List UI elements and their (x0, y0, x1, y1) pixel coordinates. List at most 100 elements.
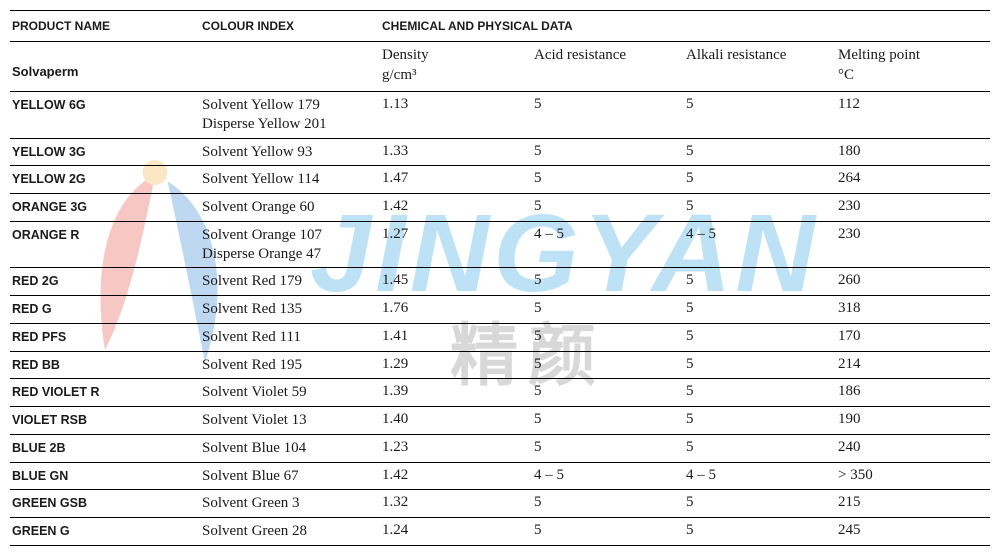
cell-density: 1.13 (380, 92, 532, 117)
cell-density: 1.40 (380, 407, 532, 432)
cell-acid: 5 (532, 407, 684, 432)
cell-colour-index: Solvent Red 111 (200, 324, 380, 351)
cell-colour-index: Solvent Violet 13 (200, 407, 380, 434)
cell-alkali: 5 (684, 92, 836, 117)
cell-colour-index: Solvent Yellow 179Disperse Yellow 201 (200, 92, 380, 138)
table-row: RED 2GSolvent Red 1791.4555260 (10, 268, 990, 296)
cell-acid: 5 (532, 268, 684, 293)
cell-density: 1.41 (380, 324, 532, 349)
cell-colour-index: Solvent Yellow 114 (200, 166, 380, 193)
col-sub-density: Density g/cm³ (380, 42, 532, 91)
cell-mp: 112 (836, 92, 988, 117)
cell-density: 1.32 (380, 490, 532, 515)
cell-alkali: 5 (684, 139, 836, 164)
cell-acid: 5 (532, 296, 684, 321)
cell-density: 1.39 (380, 379, 532, 404)
data-table: PRODUCT NAME COLOUR INDEX CHEMICAL AND P… (10, 10, 990, 546)
cell-mp: 186 (836, 379, 988, 404)
cell-mp: 190 (836, 407, 988, 432)
cell-acid: 4 – 5 (532, 222, 684, 247)
cell-density: 1.29 (380, 352, 532, 377)
cell-colour-index: Solvent Red 179 (200, 268, 380, 295)
cell-acid: 5 (532, 324, 684, 349)
table-row: ORANGE RSolvent Orange 107Disperse Orang… (10, 222, 990, 269)
cell-alkali: 5 (684, 296, 836, 321)
cell-density: 1.42 (380, 463, 532, 488)
cell-colour-index: Solvent Red 135 (200, 296, 380, 323)
cell-alkali: 5 (684, 379, 836, 404)
table-row: RED GSolvent Red 1351.7655318 (10, 296, 990, 324)
cell-product: RED 2G (10, 268, 200, 293)
table-row: GREEN GSBSolvent Green 31.3255215 (10, 490, 990, 518)
cell-colour-index: Solvent Violet 59 (200, 379, 380, 406)
cell-acid: 5 (532, 435, 684, 460)
cell-acid: 5 (532, 352, 684, 377)
cell-density: 1.23 (380, 435, 532, 460)
cell-product: VIOLET RSB (10, 407, 200, 432)
cell-acid: 5 (532, 379, 684, 404)
cell-mp: 245 (836, 518, 988, 543)
cell-alkali: 5 (684, 435, 836, 460)
cell-mp: 264 (836, 166, 988, 191)
cell-mp: 230 (836, 194, 988, 219)
table-row: RED PFSSolvent Red 1111.4155170 (10, 324, 990, 352)
table-row: YELLOW 3GSolvent Yellow 931.3355180 (10, 139, 990, 167)
cell-product: GREEN G (10, 518, 200, 543)
cell-alkali: 5 (684, 194, 836, 219)
cell-alkali: 5 (684, 166, 836, 191)
cell-mp: 240 (836, 435, 988, 460)
cell-alkali: 4 – 5 (684, 222, 836, 247)
cell-product: RED BB (10, 352, 200, 377)
cell-alkali: 5 (684, 352, 836, 377)
table-row: YELLOW 6GSolvent Yellow 179Disperse Yell… (10, 92, 990, 139)
col-sub-mp: Melting point °C (836, 42, 988, 91)
cell-product: ORANGE 3G (10, 194, 200, 219)
table-row: VIOLET RSBSolvent Violet 131.4055190 (10, 407, 990, 435)
cell-colour-index: Solvent Blue 104 (200, 435, 380, 462)
cell-colour-index: Solvent Red 195 (200, 352, 380, 379)
cell-alkali: 5 (684, 407, 836, 432)
cell-mp: 180 (836, 139, 988, 164)
cell-acid: 5 (532, 139, 684, 164)
cell-alkali: 5 (684, 490, 836, 515)
cell-acid: 5 (532, 194, 684, 219)
cell-mp: 260 (836, 268, 988, 293)
cell-product: BLUE 2B (10, 435, 200, 460)
table-row: RED BBSolvent Red 1951.2955214 (10, 352, 990, 380)
table-row: ORANGE 3GSolvent Orange 601.4255230 (10, 194, 990, 222)
cell-mp: 170 (836, 324, 988, 349)
cell-product: YELLOW 3G (10, 139, 200, 164)
cell-alkali: 5 (684, 518, 836, 543)
cell-mp: > 350 (836, 463, 988, 488)
col-sub-acid: Acid resistance (532, 42, 684, 72)
table-header-top: PRODUCT NAME COLOUR INDEX CHEMICAL AND P… (10, 10, 990, 42)
cell-density: 1.76 (380, 296, 532, 321)
cell-alkali: 5 (684, 324, 836, 349)
cell-acid: 5 (532, 490, 684, 515)
col-header-colour: COLOUR INDEX (200, 11, 380, 41)
cell-product: BLUE GN (10, 463, 200, 488)
cell-mp: 215 (836, 490, 988, 515)
cell-density: 1.24 (380, 518, 532, 543)
cell-colour-index: Solvent Orange 107Disperse Orange 47 (200, 222, 380, 268)
cell-product: RED G (10, 296, 200, 321)
cell-density: 1.45 (380, 268, 532, 293)
table-row: RED VIOLET RSolvent Violet 591.3955186 (10, 379, 990, 407)
cell-density: 1.27 (380, 222, 532, 247)
cell-acid: 5 (532, 92, 684, 117)
cell-colour-index: Solvent Yellow 93 (200, 139, 380, 166)
cell-density: 1.42 (380, 194, 532, 219)
cell-mp: 214 (836, 352, 988, 377)
cell-alkali: 5 (684, 268, 836, 293)
table-row: YELLOW 2GSolvent Yellow 1141.4755264 (10, 166, 990, 194)
cell-acid: 5 (532, 518, 684, 543)
cell-density: 1.33 (380, 139, 532, 164)
cell-colour-index: Solvent Green 3 (200, 490, 380, 517)
col-header-product: PRODUCT NAME (10, 11, 200, 41)
cell-product: RED PFS (10, 324, 200, 349)
cell-mp: 230 (836, 222, 988, 247)
cell-colour-index: Solvent Orange 60 (200, 194, 380, 221)
cell-acid: 4 – 5 (532, 463, 684, 488)
cell-alkali: 4 – 5 (684, 463, 836, 488)
cell-product: ORANGE R (10, 222, 200, 247)
